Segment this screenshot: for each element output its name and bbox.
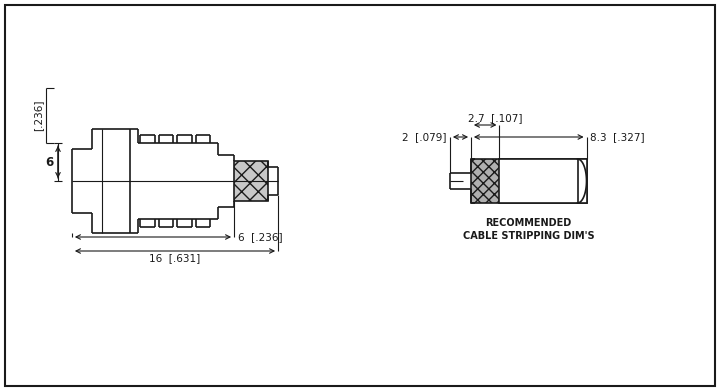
Text: 6: 6 bbox=[45, 156, 53, 169]
Bar bbox=[471, 159, 587, 203]
Text: 2.7  [.107]: 2.7 [.107] bbox=[468, 113, 523, 123]
Text: RECOMMENDED: RECOMMENDED bbox=[485, 218, 572, 228]
Text: CABLE STRIPPING DIM'S: CABLE STRIPPING DIM'S bbox=[463, 231, 595, 241]
Text: 16  [.631]: 16 [.631] bbox=[149, 253, 201, 263]
Text: 2  [.079]: 2 [.079] bbox=[402, 132, 447, 142]
Text: [.236]: [.236] bbox=[33, 100, 43, 131]
Text: 8.3  [.327]: 8.3 [.327] bbox=[590, 132, 645, 142]
Bar bbox=[234, 161, 268, 201]
Text: 6  [.236]: 6 [.236] bbox=[238, 232, 283, 242]
Bar bbox=[500, 159, 587, 203]
